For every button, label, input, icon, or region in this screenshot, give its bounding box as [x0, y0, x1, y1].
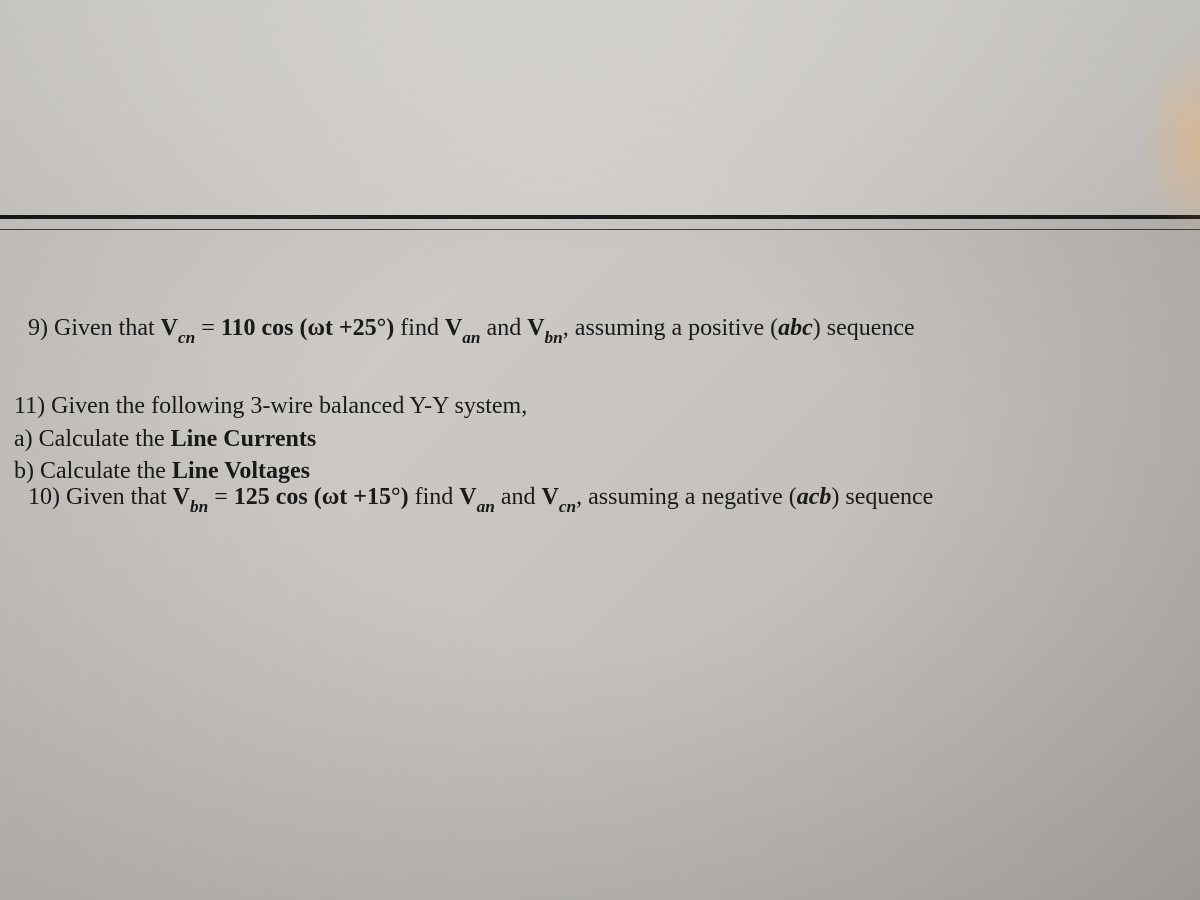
problem-text: find [409, 484, 460, 510]
document-page: 9) Given that Vcn = 110 cos (ωt +25°) fi… [0, 0, 1200, 517]
variable-subscript: an [462, 328, 480, 347]
variable-base: V [445, 315, 462, 341]
variable-base: V [161, 315, 178, 341]
problem-text: Given that [66, 484, 173, 510]
variable-subscript: an [477, 497, 495, 516]
subpart-label: a) [14, 426, 33, 452]
problem-11-main: 11) Given the following 3-wire balanced … [14, 390, 1172, 422]
problem-11-part-b: b) Calculate the Line Voltages [14, 455, 1172, 487]
section-divider-thin [0, 229, 1200, 230]
variable-subscript: cn [559, 497, 576, 516]
and-text: and [481, 315, 528, 341]
problem-text: ) sequence [831, 484, 933, 510]
expression: 110 cos (ωt +25°) [221, 315, 394, 341]
problem-text: , assuming a positive ( [563, 315, 778, 341]
problem-9: 9) Given that Vcn = 110 cos (ωt +25°) fi… [28, 310, 1172, 349]
expression: 125 cos (ωt +15°) [234, 484, 409, 510]
variable-base: V [173, 484, 190, 510]
problem-number: 9) [28, 315, 48, 341]
equals-sign: = [195, 315, 221, 341]
and-text: and [495, 484, 542, 510]
top-margin [0, 0, 1200, 215]
subpart-text: Calculate the [40, 458, 172, 484]
variable-base: V [542, 484, 559, 510]
subpart-bold: Line Currents [171, 426, 317, 452]
sequence-label: acb [797, 484, 832, 510]
equals-sign: = [208, 484, 234, 510]
problem-number: 10) [28, 484, 60, 510]
sequence-label: abc [778, 315, 813, 341]
subpart-bold: Line Voltages [172, 458, 310, 484]
problem-text: Given the following 3-wire balanced Y-Y … [51, 393, 527, 419]
variable-base: V [527, 315, 544, 341]
variable-base: V [459, 484, 476, 510]
section-divider-thick [0, 215, 1200, 219]
problem-text: , assuming a negative ( [576, 484, 797, 510]
variable-subscript: bn [190, 497, 208, 516]
problem-number: 11) [14, 393, 45, 419]
problem-11: 11) Given the following 3-wire balanced … [14, 390, 1172, 487]
subpart-label: b) [14, 458, 34, 484]
variable-subscript: bn [545, 328, 563, 347]
problem-text: find [394, 315, 445, 341]
subpart-text: Calculate the [39, 426, 171, 452]
variable-subscript: cn [178, 328, 195, 347]
problem-11-part-a: a) Calculate the Line Currents [14, 423, 1172, 455]
problem-text: Given that [54, 315, 161, 341]
problem-text: ) sequence [813, 315, 915, 341]
